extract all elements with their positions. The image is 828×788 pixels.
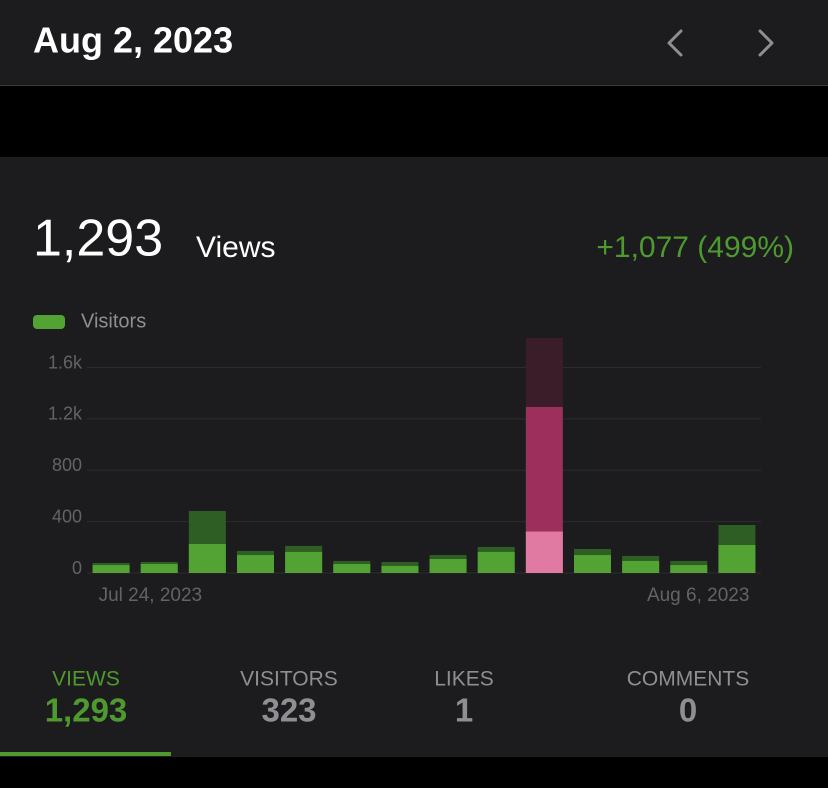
active-tab-indicator [0,752,171,756]
tab-label[interactable]: VIEWS [52,668,120,691]
y-tick-label: 800 [52,455,82,475]
header-bar [0,0,828,85]
y-tick-label: 0 [72,558,82,578]
bar[interactable] [718,545,756,573]
tab-value[interactable]: 1,293 [45,692,128,729]
y-tick-label: 1.6k [48,352,83,372]
summary-change: +1,077 (499%) [596,231,794,264]
bar[interactable] [670,565,708,573]
x-tick-label: Jul 24, 2023 [99,585,203,606]
tab-label[interactable]: LIKES [434,668,494,691]
legend-label: Visitors [81,310,146,332]
legend-swatch [33,315,65,329]
bar[interactable] [285,551,323,573]
bar[interactable] [574,555,611,573]
bar[interactable] [333,564,371,573]
tab-value[interactable]: 323 [261,692,316,729]
bar[interactable] [622,560,660,573]
prev-button[interactable] [667,29,683,57]
summary-value: 1,293 [33,210,163,268]
y-tick-label: 400 [52,506,82,526]
y-tick-label: 1.2k [48,404,83,424]
bar[interactable] [188,543,226,573]
bar[interactable] [381,565,419,573]
tab-value[interactable]: 0 [679,692,697,729]
bar[interactable] [477,551,515,573]
stats-card [0,157,828,757]
tab-label[interactable]: COMMENTS [627,668,750,691]
bar[interactable] [92,565,130,573]
bar[interactable] [140,564,178,573]
next-button[interactable] [758,29,774,57]
tab-label[interactable]: VISITORS [240,668,338,691]
x-tick-label: Aug 6, 2023 [647,585,749,606]
bar[interactable] [525,531,563,573]
bar[interactable] [429,559,467,573]
bar[interactable] [237,555,274,573]
header-title: Aug 2, 2023 [33,20,233,61]
tab-value[interactable]: 1 [455,692,473,729]
summary-unit: Views [196,231,275,264]
